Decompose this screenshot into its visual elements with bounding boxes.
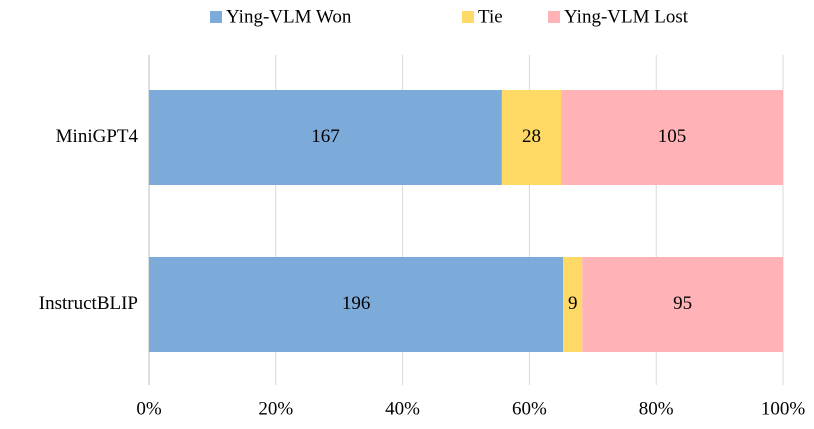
- bar-segment: [563, 257, 583, 352]
- x-tick-label: 40%: [385, 398, 420, 419]
- legend-swatch: [548, 11, 560, 23]
- data-label: 28: [522, 126, 541, 147]
- data-label: 95: [673, 293, 692, 314]
- legend-swatch: [210, 11, 222, 23]
- legend-label: Ying-VLM Lost: [564, 6, 689, 27]
- x-tick-label: 0%: [136, 398, 162, 419]
- bar-segment: [149, 257, 564, 352]
- bar-segment: [582, 257, 783, 352]
- data-label: 9: [568, 293, 578, 314]
- x-tick-label: 20%: [258, 398, 293, 419]
- data-label: 196: [342, 293, 371, 314]
- x-tick-label: 80%: [639, 398, 674, 419]
- data-label: 167: [311, 126, 340, 147]
- y-tick-label: MiniGPT4: [56, 126, 139, 147]
- legend-swatch: [462, 11, 474, 23]
- bar-segment: [149, 90, 502, 185]
- data-label: 105: [658, 126, 687, 147]
- x-tick-label: 60%: [512, 398, 547, 419]
- bar-segment: [561, 90, 783, 185]
- legend-label: Ying-VLM Won: [226, 6, 352, 27]
- x-tick-label: 100%: [761, 398, 806, 419]
- y-tick-label: InstructBLIP: [39, 293, 138, 314]
- bar-segment: [501, 90, 562, 185]
- legend-label: Tie: [478, 6, 503, 27]
